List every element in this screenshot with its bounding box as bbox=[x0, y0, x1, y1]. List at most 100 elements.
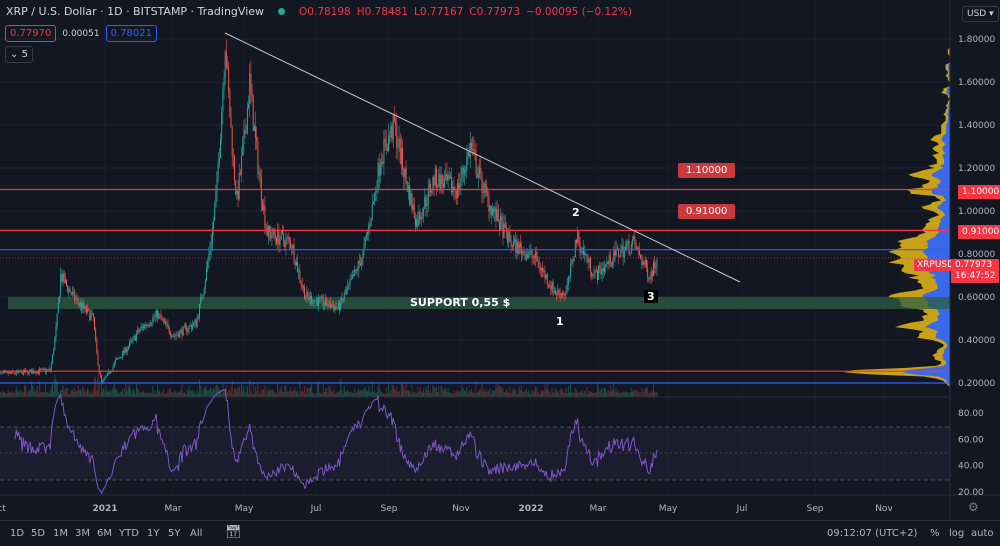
volume-bar bbox=[360, 390, 362, 397]
level-label-1-10[interactable]: 1.10000 bbox=[678, 163, 736, 178]
indicators-toggle[interactable]: ⌄ 5 bbox=[5, 46, 33, 63]
volume-bar bbox=[183, 391, 185, 397]
volume-bar bbox=[208, 390, 210, 397]
volume-bar bbox=[584, 390, 586, 397]
volume-bar bbox=[290, 386, 292, 397]
range-1d[interactable]: 1D bbox=[10, 528, 25, 539]
candle-body bbox=[341, 298, 343, 300]
volume-bar bbox=[192, 389, 194, 397]
volume-bar bbox=[560, 388, 562, 397]
candle-body bbox=[188, 325, 190, 330]
candle-body bbox=[559, 293, 561, 298]
buy-button[interactable]: 0.78021 bbox=[105, 25, 157, 42]
volume-bar bbox=[176, 393, 178, 397]
volume-bar bbox=[263, 388, 265, 397]
candle-body bbox=[374, 192, 376, 202]
price-tick: 0.60000 bbox=[958, 293, 995, 303]
candle-body bbox=[430, 184, 432, 193]
close-value: C0.77973 bbox=[469, 5, 521, 18]
volume-bar bbox=[577, 393, 579, 397]
candle-body bbox=[550, 286, 552, 290]
candle-body bbox=[627, 240, 629, 244]
volume-bar bbox=[93, 377, 95, 397]
range-3m[interactable]: 3M bbox=[75, 528, 90, 539]
volume-bar bbox=[433, 386, 435, 397]
volume-bar bbox=[30, 381, 32, 397]
sell-button[interactable]: 0.77970 bbox=[5, 25, 57, 42]
candle-body bbox=[273, 228, 275, 235]
volume-bar bbox=[393, 388, 395, 397]
candle-body bbox=[531, 250, 533, 258]
volume-bar bbox=[179, 392, 181, 397]
candle-body bbox=[306, 292, 308, 299]
volume-bar bbox=[564, 392, 566, 397]
percent-toggle[interactable]: % bbox=[930, 528, 940, 539]
level-label-0-91[interactable]: 0.91000 bbox=[678, 204, 736, 219]
volume-bar bbox=[582, 393, 584, 397]
candle-body bbox=[599, 265, 601, 269]
volume-bar bbox=[390, 390, 392, 397]
volume-bar bbox=[544, 384, 546, 397]
candle-body bbox=[21, 371, 23, 375]
volume-bar bbox=[371, 381, 373, 397]
volume-bar bbox=[129, 384, 131, 397]
candle-body bbox=[572, 259, 574, 261]
volume-bar bbox=[631, 391, 633, 397]
volume-bar bbox=[217, 387, 219, 397]
rsi-band bbox=[0, 427, 950, 480]
candle-body bbox=[645, 260, 647, 269]
candle-body bbox=[227, 66, 229, 68]
volume-bar bbox=[323, 392, 325, 397]
go-to-date-icon[interactable]: 📅︎ bbox=[225, 525, 242, 540]
volume-bar bbox=[97, 373, 99, 397]
volume-bar bbox=[152, 385, 154, 397]
price-chart[interactable]: 1.80000 1.60000 1.40000 1.20000 1.00000 0.800… bbox=[0, 0, 1000, 520]
candle-body bbox=[491, 208, 493, 215]
candle-body bbox=[596, 270, 598, 280]
candle-body bbox=[194, 320, 196, 323]
volume-bar bbox=[414, 392, 416, 397]
candle-body bbox=[642, 261, 644, 265]
candle-body bbox=[586, 254, 588, 263]
volume-bar bbox=[339, 390, 341, 397]
volume-bar bbox=[232, 393, 234, 397]
volume-bar bbox=[148, 392, 150, 397]
range-ytd[interactable]: YTD bbox=[119, 528, 139, 539]
candle-body bbox=[540, 268, 542, 270]
volume-bar bbox=[75, 391, 77, 397]
candle-body bbox=[608, 254, 610, 264]
candle-body bbox=[50, 363, 52, 371]
volume-bar bbox=[72, 392, 74, 397]
volume-bar bbox=[551, 388, 553, 397]
volume-bar bbox=[519, 390, 521, 397]
auto-toggle[interactable]: auto bbox=[971, 528, 994, 539]
volume-bar bbox=[172, 392, 174, 397]
candle-body bbox=[353, 275, 355, 277]
volume-bar bbox=[504, 392, 506, 397]
range-all[interactable]: All bbox=[190, 528, 203, 539]
candle-body bbox=[542, 268, 544, 272]
volume-bar bbox=[35, 390, 37, 397]
candle-body bbox=[333, 305, 335, 311]
volume-bar bbox=[337, 392, 339, 397]
range-1y[interactable]: 1Y bbox=[147, 528, 160, 539]
volume-bar bbox=[398, 391, 400, 397]
range-1m[interactable]: 1M bbox=[53, 528, 68, 539]
symbol-title[interactable]: XRP / U.S. Dollar · 1D · BITSTAMP · Trad… bbox=[6, 5, 265, 18]
settings-gear-icon[interactable]: ⚙ bbox=[968, 500, 979, 514]
volume-bar bbox=[430, 389, 432, 397]
candle-body bbox=[636, 247, 638, 250]
range-6m[interactable]: 6M bbox=[97, 528, 112, 539]
volume-bar bbox=[99, 393, 101, 397]
range-5y[interactable]: 5Y bbox=[168, 528, 181, 539]
range-5d[interactable]: 5D bbox=[31, 528, 46, 539]
volume-bar bbox=[95, 377, 97, 397]
time-tick: Nov bbox=[452, 504, 470, 514]
volume-bar bbox=[1, 392, 3, 397]
candle-body bbox=[12, 371, 14, 373]
currency-select[interactable]: USD ▾ bbox=[962, 6, 999, 22]
volume-bar bbox=[234, 388, 236, 397]
clock-time[interactable]: 09:12:07 (UTC+2) bbox=[827, 528, 918, 539]
volume-bar bbox=[85, 391, 87, 397]
log-toggle[interactable]: log bbox=[949, 528, 965, 539]
